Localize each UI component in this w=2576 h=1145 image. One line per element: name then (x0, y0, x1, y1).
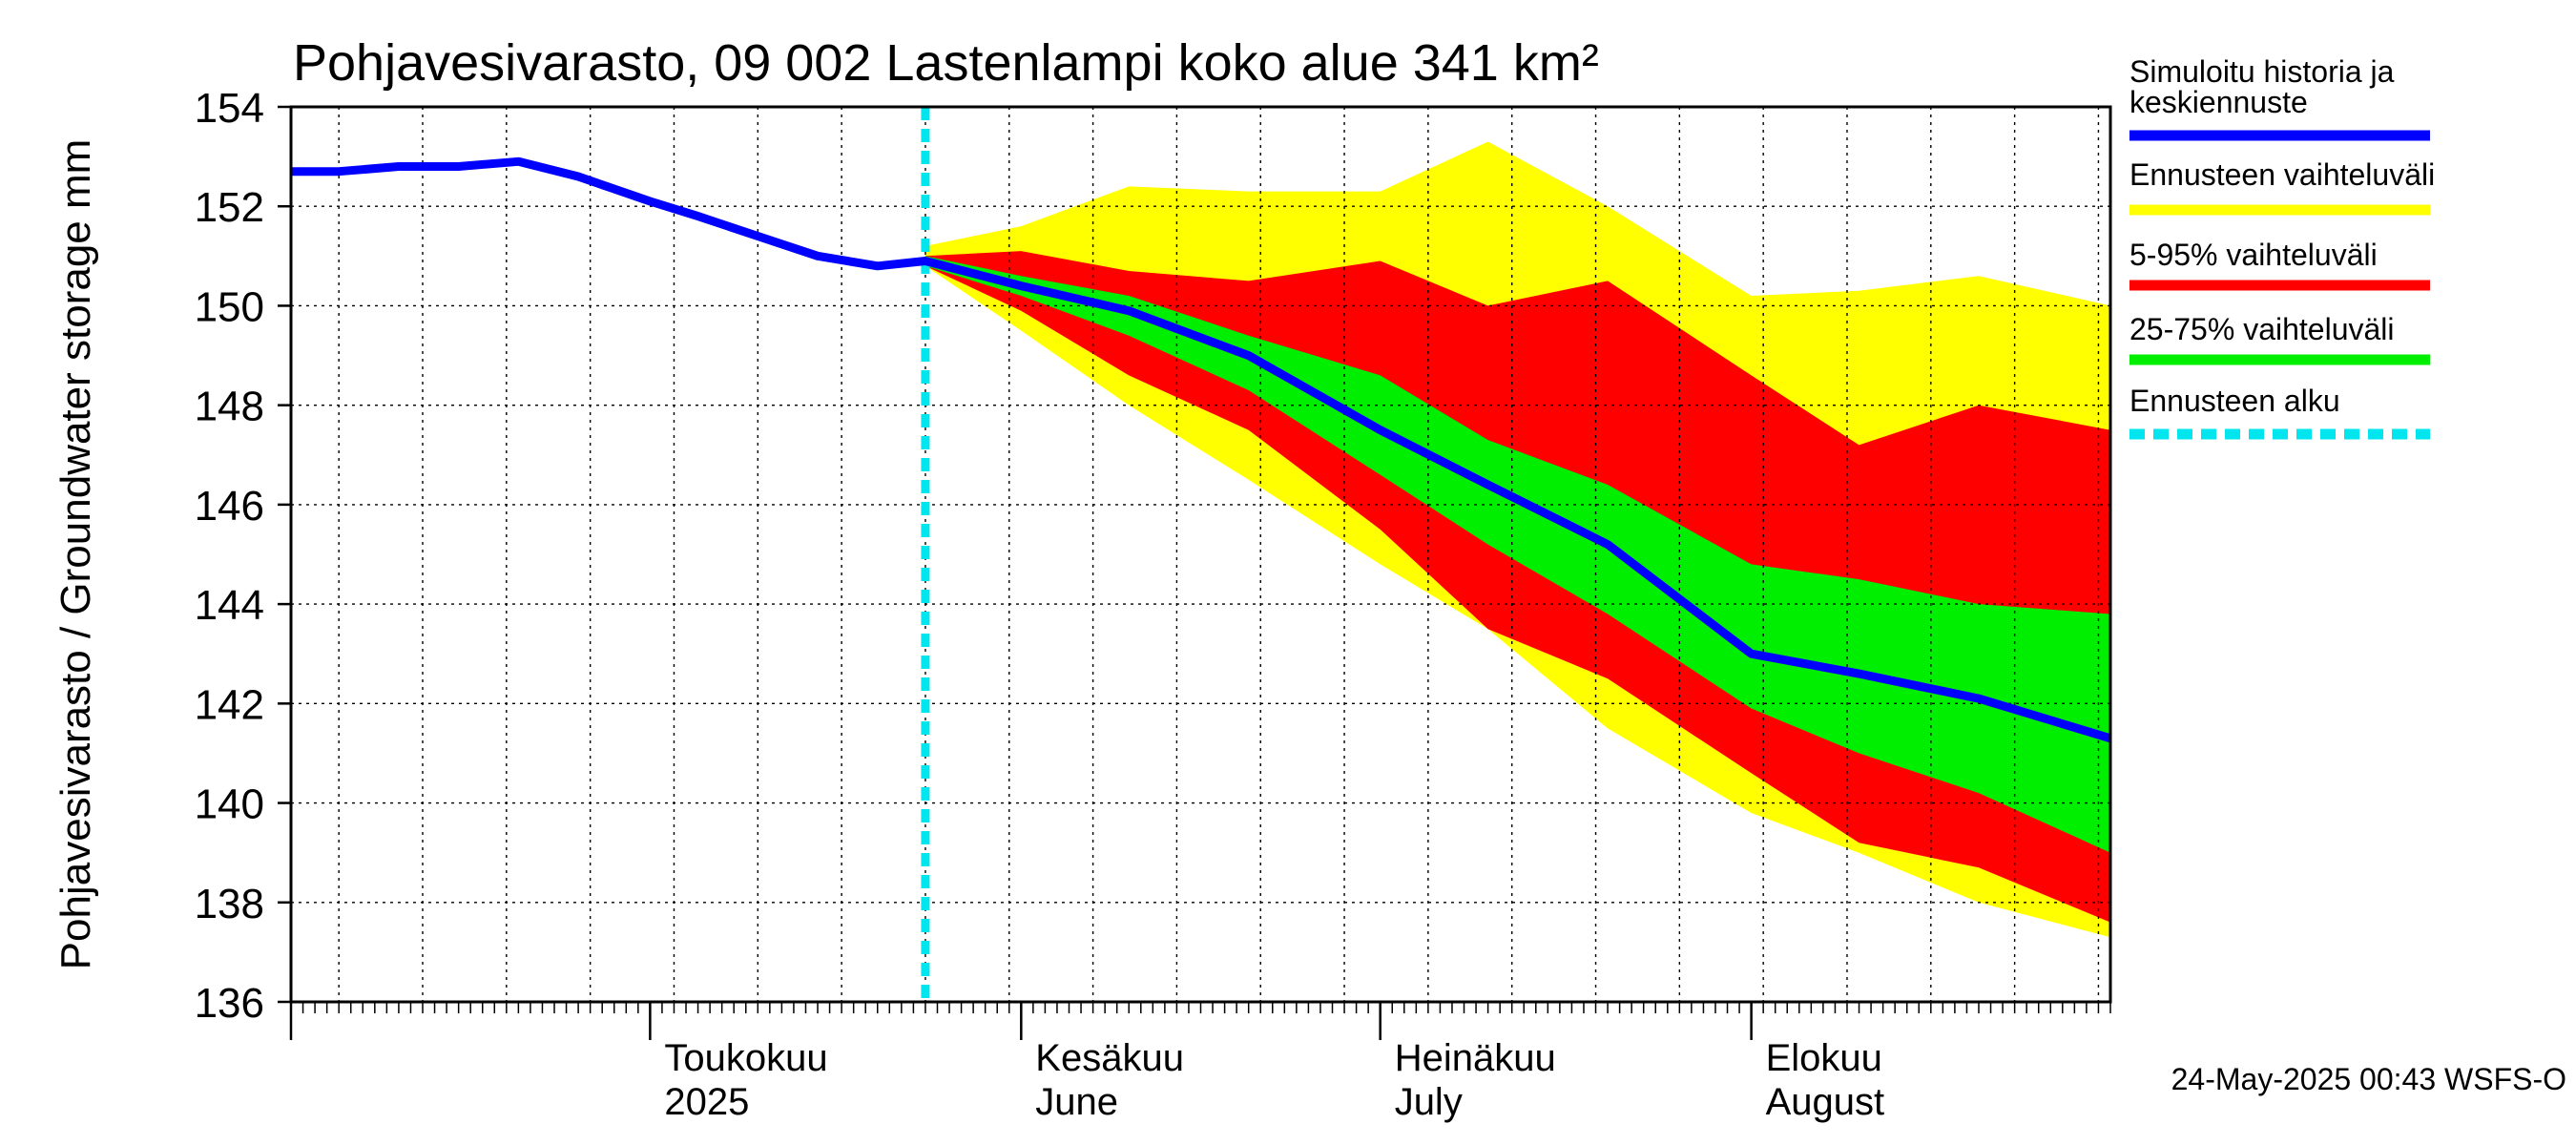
x-month-label: Toukokuu (664, 1037, 827, 1079)
x-month-label: Heinäkuu (1395, 1037, 1556, 1079)
y-tick-label: 136 (195, 980, 264, 1027)
median-line (291, 156, 2112, 743)
axes: 136 138 140 142 144 146 148 150 152 154 Toukokuu20… (195, 85, 2111, 1123)
x-month-label: Kesäkuu (1035, 1037, 1184, 1079)
y-tick-label: 142 (195, 681, 264, 728)
y-tick-label: 144 (195, 582, 264, 629)
y-tick-label: 148 (195, 384, 264, 430)
legend-label: Ennusteen vaihteluväli (2129, 157, 2435, 192)
legend-label: keskiennuste (2129, 85, 2308, 119)
x-year-label: July (1395, 1081, 1463, 1123)
x-year-label: August (1766, 1081, 1885, 1123)
band-3 (924, 256, 2110, 853)
y-tick-label: 140 (195, 781, 264, 828)
forecast-bands (924, 141, 2110, 938)
legend-label: 5-95% vaihteluväli (2129, 238, 2378, 272)
series-lines (291, 107, 2112, 1002)
timestamp-footer: 24-May-2025 00:43 WSFS-O (2171, 1062, 2566, 1096)
y-tick-label: 138 (195, 881, 264, 927)
y-tick-label: 154 (195, 85, 264, 132)
grid (291, 107, 2110, 1002)
chart-title: Pohjavesivarasto, 09 002 Lastenlampi kok… (293, 34, 1599, 92)
x-month-label: Elokuu (1766, 1037, 1882, 1079)
band-2 (924, 251, 2110, 923)
x-year-label: 2025 (664, 1081, 749, 1123)
x-year-label: June (1035, 1081, 1118, 1123)
y-tick-label: 152 (195, 184, 264, 231)
legend-label: Simuloitu historia ja (2129, 54, 2395, 89)
y-tick-label: 146 (195, 483, 264, 530)
legend-label: 25-75% vaihteluväli (2129, 312, 2395, 346)
legend-label: Ennusteen alku (2129, 384, 2340, 418)
y-axis-label: Pohjavesivarasto / Groundwater storage m… (52, 139, 99, 970)
y-tick-label: 150 (195, 283, 264, 330)
